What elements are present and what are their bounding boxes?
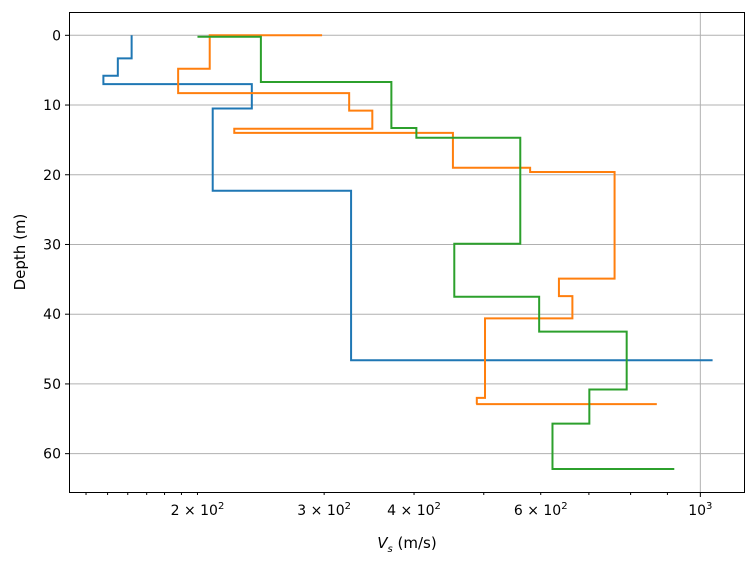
series-line-1 xyxy=(102,35,713,362)
y-tick-label: 10 xyxy=(43,98,61,114)
series-lines xyxy=(102,34,713,470)
x-tick-label: 4 × 102 xyxy=(387,501,441,519)
y-tick-label: 20 xyxy=(43,168,61,184)
plot-frame xyxy=(69,12,745,493)
y-tick-label: 60 xyxy=(43,447,61,463)
y-tick-label: 30 xyxy=(43,237,61,253)
x-tick-label: 6 × 102 xyxy=(514,501,568,519)
y-tick-label: 50 xyxy=(43,377,61,393)
x-tick-label: 3 × 102 xyxy=(297,501,351,519)
series-line-3 xyxy=(197,35,675,470)
grid-lines xyxy=(70,13,744,492)
x-tick-label: 103 xyxy=(688,501,712,519)
x-tick-label: 2 × 102 xyxy=(171,501,225,519)
y-axis-label: Depth (m) xyxy=(11,214,29,291)
axis-ticks: 0 10 20 30 40 50 60 2 × 102 3 × 102 4 × 102 6 × 10… xyxy=(43,28,712,519)
x-axis-label: Vs (m/s) xyxy=(377,534,436,555)
series-line-2 xyxy=(177,34,657,406)
y-tick-label: 0 xyxy=(52,28,61,44)
y-tick-label: 40 xyxy=(43,307,61,323)
